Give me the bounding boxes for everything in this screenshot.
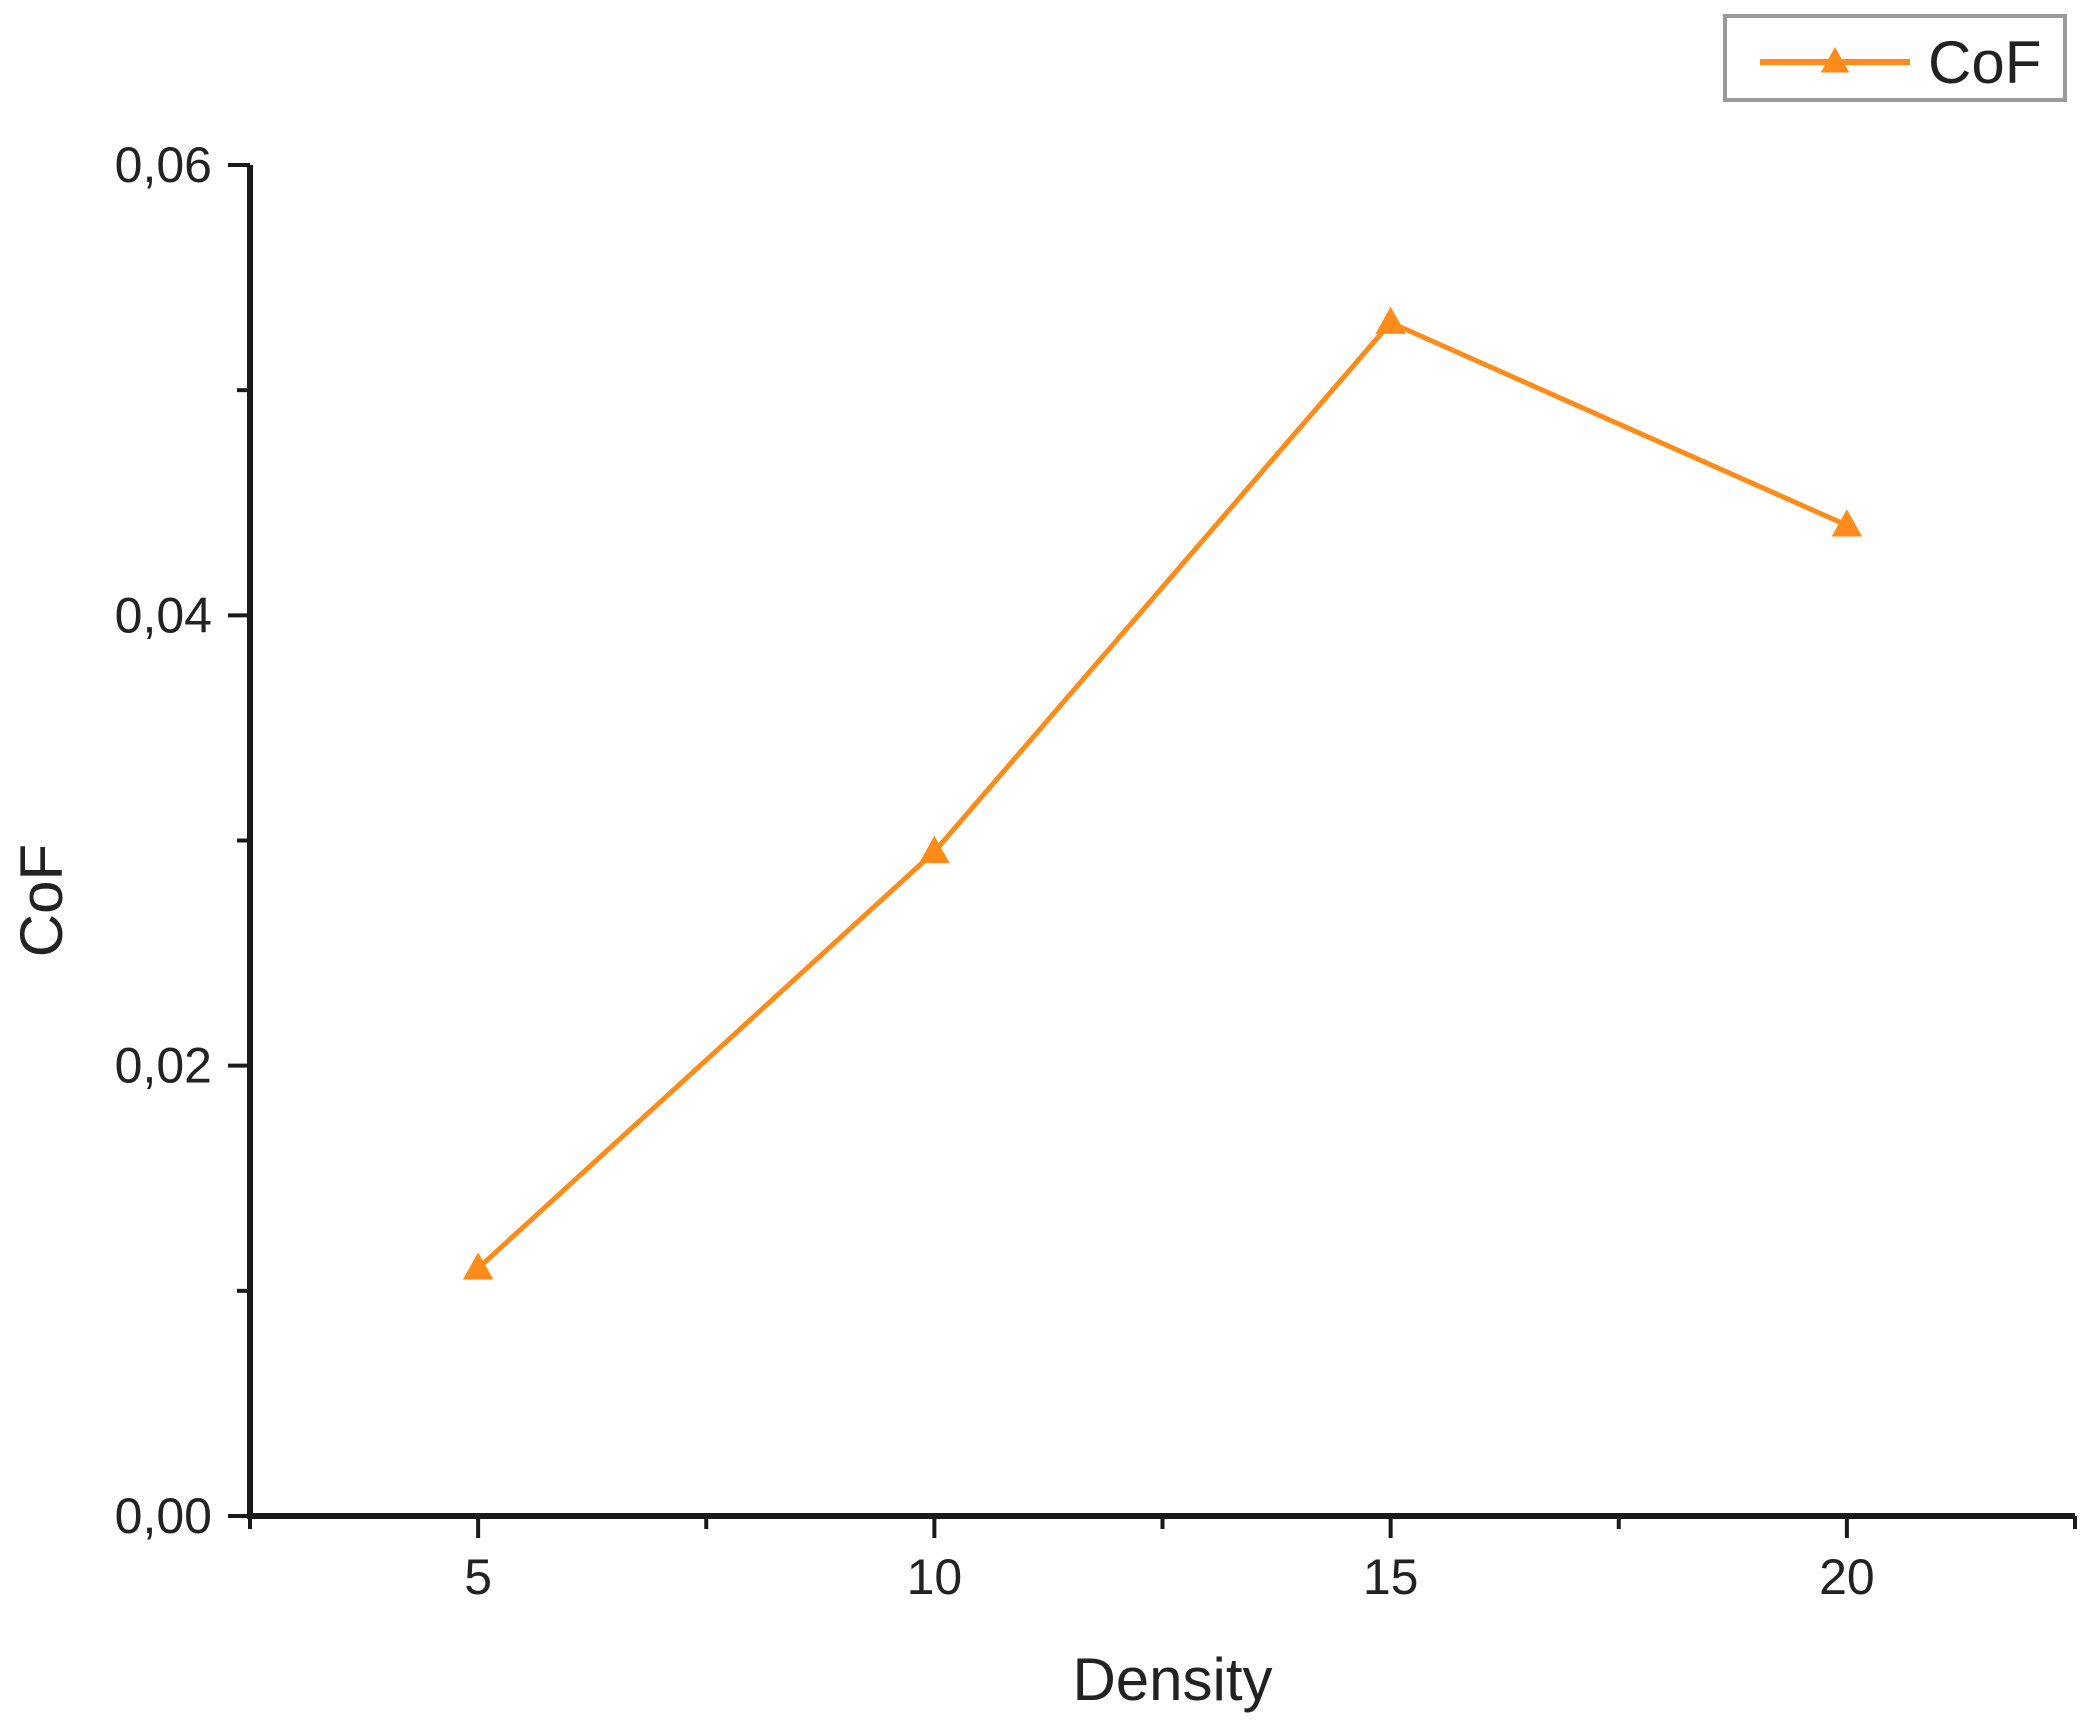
x-axis-title: Density — [1072, 1646, 1272, 1713]
legend-entry-cof: CoF — [1928, 29, 2041, 96]
data-point-triangle — [1375, 306, 1406, 334]
y-axis-ticks: 0,00 0,02 0,04 0,06 — [115, 137, 250, 1544]
y-axis-title: CoF — [8, 844, 75, 957]
legend: CoF — [1723, 14, 2067, 102]
y-tick-label: 0,00 — [115, 1488, 212, 1544]
series-layer — [462, 306, 1863, 1280]
x-tick-label: 20 — [1819, 1549, 1875, 1605]
x-tick-label: 15 — [1363, 1549, 1419, 1605]
x-tick-label: 5 — [464, 1549, 492, 1605]
y-tick-label: 0,04 — [115, 587, 212, 643]
x-axis-ticks: 5 10 15 20 — [248, 1516, 2077, 1605]
legend-box — [1723, 14, 2067, 102]
y-tick-label: 0,06 — [115, 137, 212, 193]
data-point-triangle — [462, 1252, 494, 1280]
axes — [247, 165, 2075, 1519]
y-tick-label: 0,02 — [115, 1038, 212, 1094]
data-point-triangle — [919, 835, 950, 863]
x-tick-label: 10 — [907, 1549, 963, 1605]
legend-triangle-marker — [1820, 47, 1850, 73]
series-line — [476, 320, 1848, 1271]
data-point-triangle — [1831, 509, 1863, 537]
